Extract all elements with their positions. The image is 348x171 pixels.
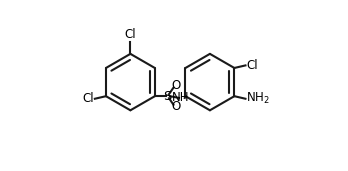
Text: NH: NH <box>172 91 190 104</box>
Text: O: O <box>171 100 180 113</box>
Text: S: S <box>164 90 172 103</box>
Text: Cl: Cl <box>125 28 136 41</box>
Text: NH$_2$: NH$_2$ <box>246 91 270 106</box>
Text: Cl: Cl <box>82 92 94 105</box>
Text: O: O <box>171 79 180 92</box>
Text: Cl: Cl <box>246 59 258 72</box>
